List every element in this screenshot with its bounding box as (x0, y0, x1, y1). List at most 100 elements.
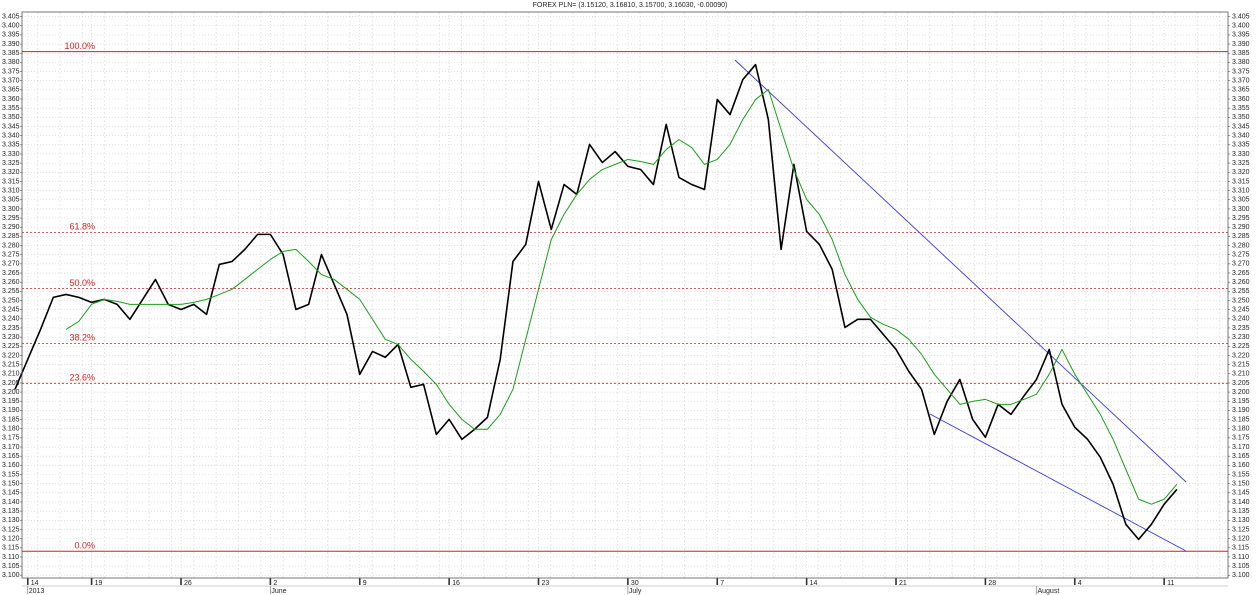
y-tick-label: 3.125 (2, 526, 20, 533)
y2-tick-label: 3.370 (1232, 78, 1250, 85)
y-tick-label: 3.345 (2, 123, 20, 130)
y2-tick-label: 3.320 (1232, 169, 1250, 176)
y-tick-label: 3.325 (2, 160, 20, 167)
y-tick-label: 3.355 (2, 105, 20, 112)
y2-tick-label: 3.125 (1232, 526, 1250, 533)
x-tick-label: 26 (184, 580, 192, 587)
y-tick-label: 3.270 (2, 261, 20, 268)
y2-tick-label: 3.365 (1232, 87, 1250, 94)
y2-tick-label: 3.160 (1232, 462, 1250, 469)
x-tick-label: 28 (988, 580, 996, 587)
y-tick-label: 3.395 (2, 32, 20, 39)
y-tick-label: 3.140 (2, 499, 20, 506)
y2-tick-label: 3.205 (1232, 380, 1250, 387)
month-label: June (271, 588, 286, 595)
plot-frame (21, 11, 1229, 579)
y2-tick-label: 3.185 (1232, 416, 1250, 423)
x-tick-label: 11 (1167, 580, 1174, 587)
y-tick-label: 3.175 (2, 435, 20, 442)
x-tick-label: 2 (273, 580, 277, 587)
y2-tick-label: 3.170 (1232, 444, 1250, 451)
y-tick-label: 3.230 (2, 334, 20, 341)
y2-tick-label: 3.220 (1232, 352, 1250, 359)
y2-tick-label: 3.280 (1232, 242, 1250, 249)
y-tick-label: 3.115 (2, 545, 19, 552)
trend-line-upper (734, 59, 1187, 483)
y2-tick-label: 3.115 (1232, 545, 1249, 552)
y2-tick-label: 3.310 (1232, 187, 1250, 194)
fib-level-label: 23.6% (69, 373, 95, 383)
y-tick-label: 3.205 (2, 380, 20, 387)
y2-tick-label: 3.275 (1232, 252, 1250, 259)
y2-tick-label: 3.155 (1232, 471, 1250, 478)
y-tick-label: 3.295 (2, 215, 20, 222)
y-tick-label: 3.120 (2, 535, 20, 542)
y-tick-label: 3.200 (2, 389, 20, 396)
y-tick-label: 3.220 (2, 352, 20, 359)
y2-tick-label: 3.285 (1232, 233, 1250, 240)
y-tick-label: 3.130 (2, 517, 20, 524)
y-tick-label: 3.285 (2, 233, 20, 240)
y2-tick-label: 3.240 (1232, 316, 1250, 323)
y-tick-label: 3.400 (2, 23, 20, 30)
y-tick-label: 3.380 (2, 59, 20, 66)
x-tick-label: 7 (720, 580, 724, 587)
y2-tick-label: 3.360 (1232, 96, 1250, 103)
y-tick-label: 3.150 (2, 481, 20, 488)
y-tick-label: 3.365 (2, 87, 20, 94)
y-tick-label: 3.260 (2, 279, 20, 286)
y-tick-label: 3.110 (2, 554, 19, 561)
y2-tick-label: 3.345 (1232, 123, 1250, 130)
y-tick-label: 3.370 (2, 78, 20, 85)
y2-tick-label: 3.190 (1232, 407, 1250, 414)
y2-tick-label: 3.165 (1232, 453, 1250, 460)
y2-tick-label: 3.335 (1232, 142, 1250, 149)
y-tick-label: 3.305 (2, 197, 20, 204)
y-tick-label: 3.165 (2, 453, 20, 460)
y2-tick-label: 3.355 (1232, 105, 1250, 112)
y-tick-label: 3.280 (2, 242, 20, 249)
y-tick-label: 3.255 (2, 288, 20, 295)
y-tick-label: 3.105 (2, 563, 20, 570)
trend-line-lower (929, 413, 1187, 552)
y-tick-label: 3.215 (2, 361, 20, 368)
y2-tick-label: 3.315 (1232, 178, 1250, 185)
y-tick-label: 3.265 (2, 270, 20, 277)
y-tick-label: 3.185 (2, 416, 20, 423)
y-tick-label: 3.390 (2, 41, 20, 48)
y2-tick-label: 3.260 (1232, 279, 1250, 286)
y2-tick-label: 3.215 (1232, 361, 1250, 368)
fib-level-label: 38.2% (69, 333, 95, 343)
y2-tick-label: 3.350 (1232, 114, 1250, 121)
x-tick-label: 30 (631, 580, 639, 587)
y2-tick-label: 3.150 (1232, 481, 1250, 488)
y-tick-label: 3.100 (2, 572, 20, 579)
y2-tick-label: 3.140 (1232, 499, 1250, 506)
y2-tick-label: 3.245 (1232, 306, 1250, 313)
y2-tick-label: 3.235 (1232, 325, 1250, 332)
y2-tick-label: 3.130 (1232, 517, 1250, 524)
y2-tick-label: 3.225 (1232, 343, 1250, 350)
y-tick-label: 3.350 (2, 114, 20, 121)
y-tick-label: 3.330 (2, 151, 20, 158)
y2-tick-label: 3.290 (1232, 224, 1250, 231)
y2-tick-label: 3.295 (1232, 215, 1250, 222)
y2-tick-label: 3.380 (1232, 59, 1250, 66)
y2-tick-label: 3.375 (1232, 68, 1250, 75)
y-tick-label: 3.155 (2, 471, 20, 478)
y2-tick-label: 3.265 (1232, 270, 1250, 277)
fib-level-label: 61.8% (69, 222, 95, 232)
chart-title: FOREX PLN= (3.15120, 3.16810, 3.15700, 3… (533, 2, 728, 9)
y-tick-label: 3.275 (2, 252, 20, 259)
y-tick-label: 3.135 (2, 508, 20, 515)
month-label: August (1037, 588, 1059, 595)
x-tick-label: 19 (95, 580, 103, 587)
x-tick-label: 16 (452, 580, 460, 587)
y2-tick-label: 3.105 (1232, 563, 1250, 570)
y2-tick-label: 3.325 (1232, 160, 1250, 167)
y2-tick-label: 3.135 (1232, 508, 1250, 515)
fib-level-label: 100.0% (64, 41, 95, 51)
y2-tick-label: 3.405 (1232, 13, 1250, 20)
y2-tick-label: 3.100 (1232, 572, 1250, 579)
month-label: 2013 (29, 588, 45, 595)
